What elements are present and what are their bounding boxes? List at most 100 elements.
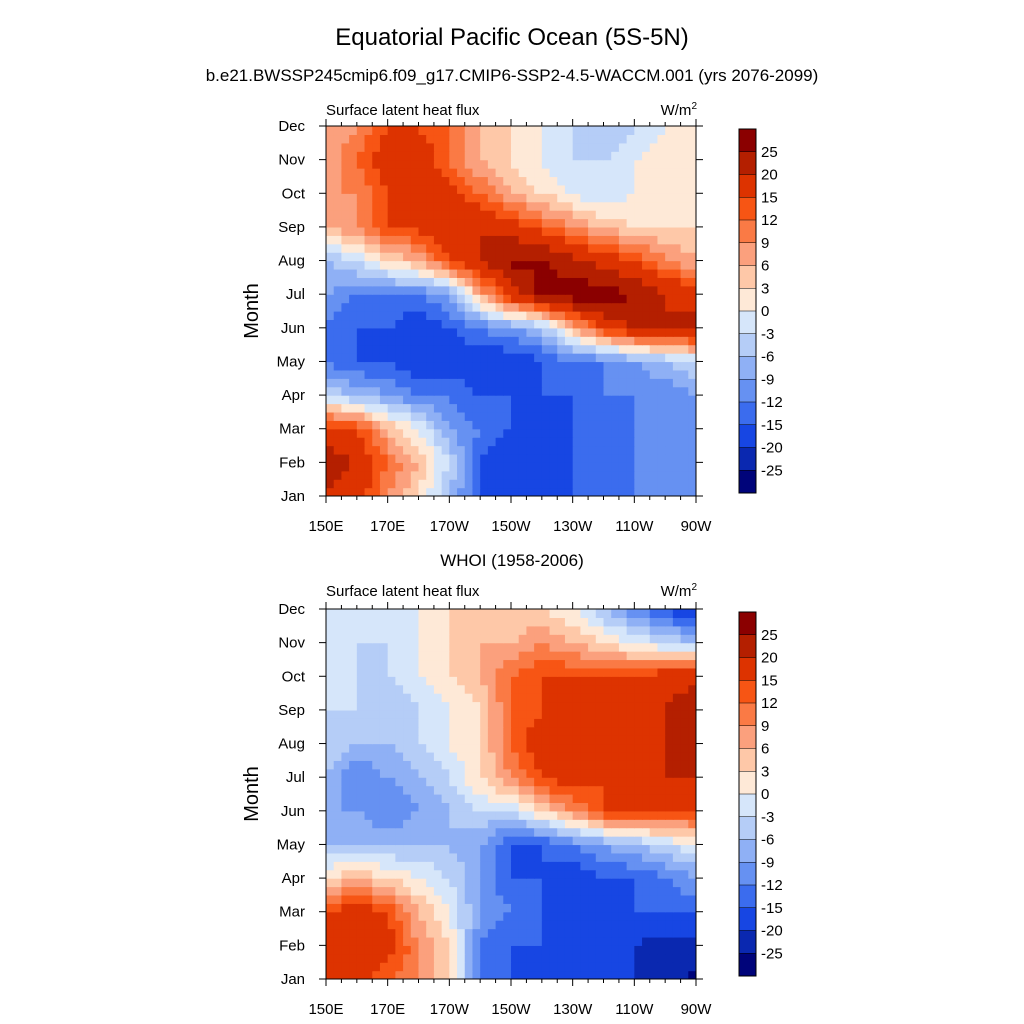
heatmap-cell [603,869,612,879]
heatmap-cell [580,411,589,421]
heatmap-cell [372,235,381,245]
heatmap-cell [495,903,504,913]
heatmap-cell [665,294,674,304]
heatmap-cell [464,176,474,186]
heatmap-cell [364,852,373,862]
heatmap-cell [464,878,474,888]
heatmap-cell [503,168,512,178]
heatmap-cell [526,936,535,946]
heatmap-cell [495,743,504,753]
heatmap-cell [410,336,420,346]
heatmap-cell [665,667,674,677]
heatmap-cell [618,768,628,778]
heatmap-cell [503,894,512,904]
heatmap-cell [541,193,551,203]
heatmap-cell [464,777,474,787]
heatmap-cell [333,760,343,770]
heatmap-cell [326,462,335,472]
heatmap-cell [526,285,535,295]
heatmap-cell [549,260,558,270]
heatmap-cell [572,718,581,728]
colorbar-label: 25 [761,627,778,644]
heatmap-cell [457,260,466,270]
heatmap-cell [534,810,543,820]
heatmap-cell [503,659,512,669]
heatmap-cell [642,810,651,820]
heatmap-cell [618,819,628,829]
heatmap-cell [642,487,651,496]
heatmap-cell [441,852,450,862]
heatmap-cell [387,970,396,979]
heatmap-cell [580,911,589,921]
heatmap-cell [418,827,427,837]
heatmap-cell [572,285,581,295]
heatmap-cell [326,684,335,694]
heatmap-cell [387,886,396,896]
heatmap-cell [403,395,412,405]
x-tick-label: 150E [308,1001,343,1018]
heatmap-cell [426,353,435,363]
heatmap-cell [557,878,566,888]
heatmap-cell [503,903,512,913]
heatmap-cell [541,294,551,304]
heatmap-cell [418,852,427,862]
heatmap-cell [526,369,535,379]
heatmap-cell [449,235,458,245]
heatmap-cell [395,210,404,220]
heatmap-cell [372,369,381,379]
heatmap-cell [433,428,443,438]
heatmap-cell [564,479,574,489]
heatmap-cell [349,479,358,489]
heatmap-cell [580,676,589,686]
heatmap-cell [387,794,396,804]
heatmap-cell [634,718,643,728]
heatmap-cell [634,193,643,203]
heatmap-cell [595,260,605,270]
heatmap-cell [526,126,535,136]
heatmap-cell [626,768,635,778]
heatmap-cell [511,651,520,661]
heatmap-cell [657,953,666,963]
heatmap-cell [688,327,696,337]
heatmap-cell [372,487,381,496]
heatmap-cell [333,311,343,321]
heatmap-cell [603,201,612,211]
heatmap-cell [518,861,528,871]
heatmap-cell [356,886,366,896]
heatmap-cell [672,302,682,312]
heatmap-cell [618,184,628,194]
heatmap-cell [364,794,373,804]
heatmap-cell [688,659,696,669]
heatmap-cell [603,218,612,228]
heatmap-cell [657,878,666,888]
heatmap-cell [618,327,628,337]
heatmap-cell [372,201,381,211]
heatmap-cell [333,751,343,761]
heatmap-cell [626,726,635,736]
heatmap-cell [626,718,635,728]
heatmap-cell [487,642,497,652]
heatmap-cell [403,437,412,447]
heatmap-cell [410,487,420,496]
heatmap-cell [665,168,674,178]
heatmap-cell [518,201,528,211]
heatmap-cell [410,353,420,363]
heatmap-cell [580,903,589,913]
heatmap-cell [379,768,389,778]
heatmap-cell [403,869,412,879]
heatmap-cell [410,184,420,194]
heatmap-cell [364,878,373,888]
heatmap-cell [564,378,574,388]
heatmap-cell [410,794,420,804]
heatmap-cell [379,878,389,888]
heatmap-cell [518,802,528,812]
heatmap-cell [618,676,628,686]
heatmap-cell [657,319,666,329]
heatmap-cell [356,844,366,854]
heatmap-cell [418,617,427,627]
heatmap-cell [364,760,373,770]
heatmap-cell [603,184,612,194]
heatmap-cell [349,176,358,186]
heatmap-cell [665,344,674,354]
heatmap-cell [379,487,389,496]
